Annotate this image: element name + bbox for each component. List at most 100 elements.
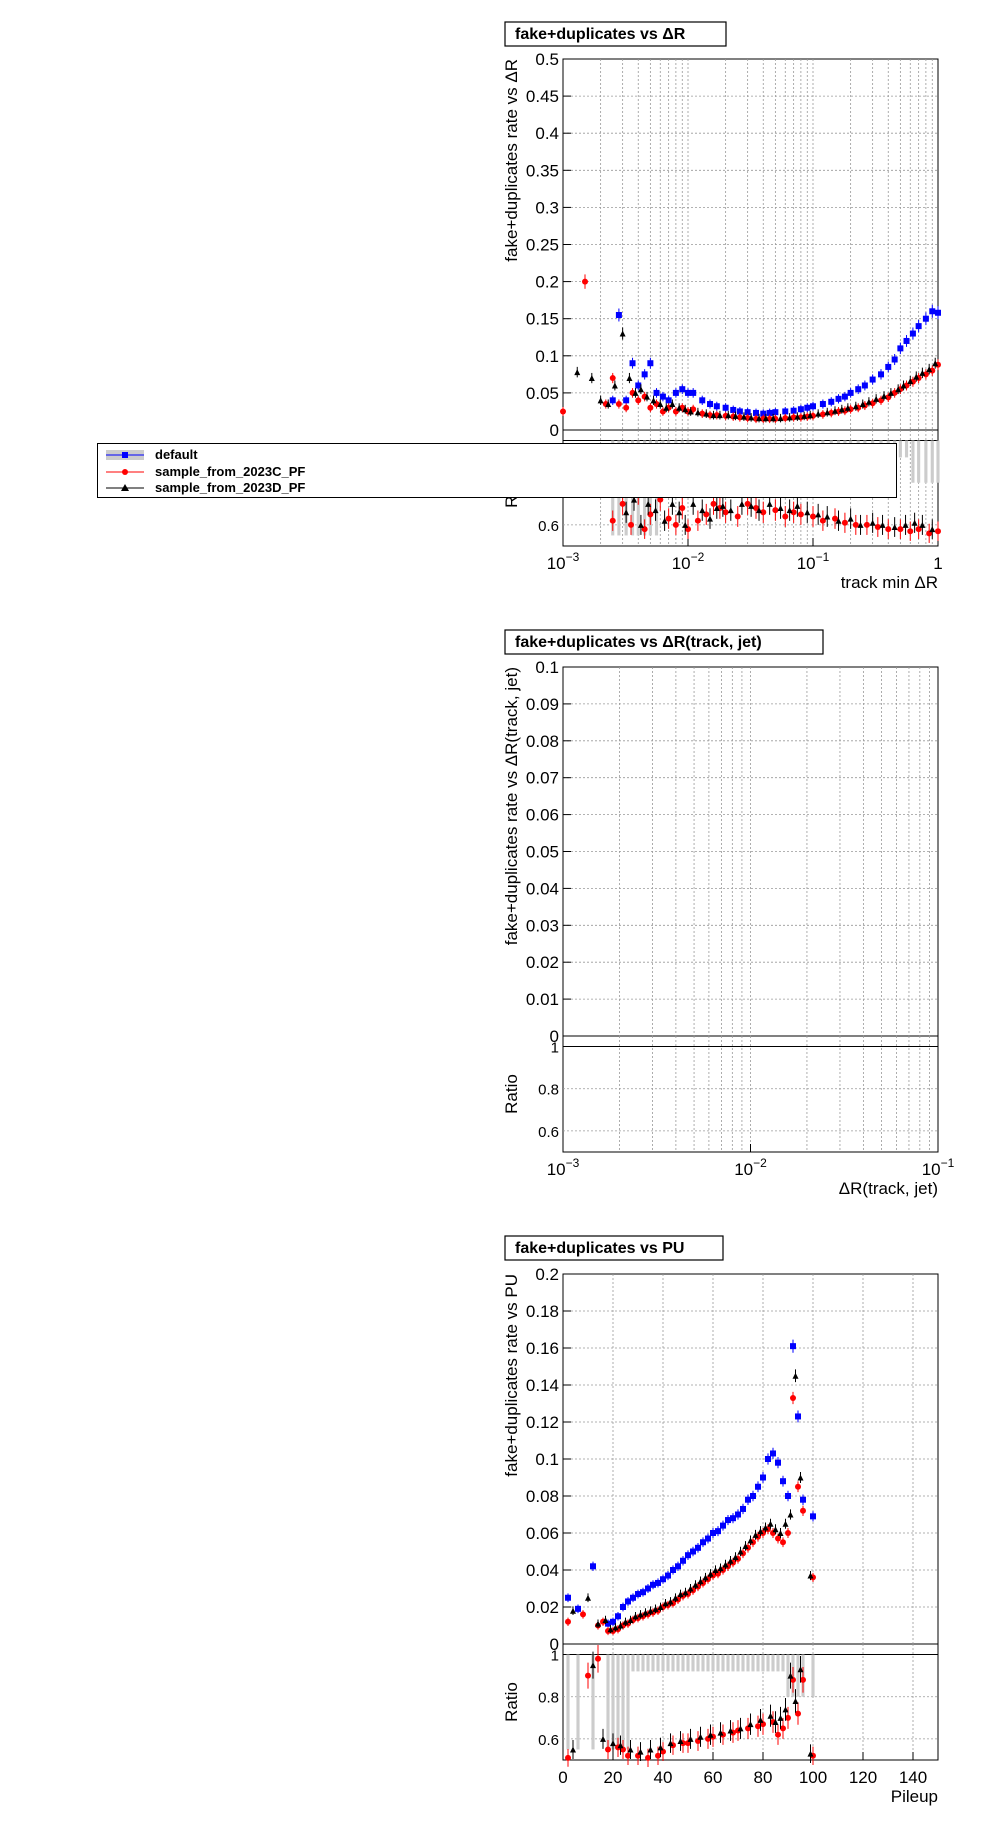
series-sample-from-2023c-pf-point (609, 375, 616, 382)
ratio-y-tick-label: 1 (551, 1040, 559, 1057)
y-tick-label: 0.05 (526, 843, 559, 862)
ratio-y-axis-label: Ratio (502, 1074, 521, 1114)
series-sample-from-2023d-pf-point (777, 415, 784, 422)
y-tick-label: 0.07 (526, 769, 559, 788)
series-default-point (705, 1535, 711, 1542)
series-sample-from-2023d-pf-point (627, 1616, 634, 1623)
y-tick-label: 0.06 (526, 1524, 559, 1543)
series-default-point (690, 389, 697, 396)
legend-entry-default: default (98, 447, 896, 463)
ratio-sample-from-2023d-pf-point (777, 1714, 784, 1721)
series-sample-from-2023d-pf-point (710, 412, 717, 419)
x-tick-label: 10−2 (734, 1156, 767, 1179)
ratio-sample-from-2023d-pf-point (756, 507, 763, 514)
ratio-sample-from-2023d-pf-point (652, 507, 659, 514)
ratio-sample-from-2023c-pf-point (772, 507, 779, 514)
ratio-sample-from-2023d-pf-point (669, 500, 676, 507)
series-sample-from-2023c-pf-point (819, 411, 826, 418)
series-default-point (685, 1552, 691, 1559)
series-sample-from-2023d-pf-point (663, 404, 670, 411)
ratio-sample-from-2023c-pf-point (679, 505, 686, 512)
series-sample-from-2023d-pf-point (873, 395, 880, 402)
series-sample-from-2023d-pf-point (782, 1520, 789, 1527)
series-sample-from-2023d-pf-point (786, 414, 793, 421)
series-sample-from-2023d-pf-point (787, 1511, 794, 1518)
series-default-point (641, 371, 648, 378)
series-sample-from-2023d-pf-point (770, 415, 777, 422)
ratio-sample-from-2023d-pf-point (719, 502, 726, 509)
ratio-band (606, 1654, 610, 1750)
ratio-sample-from-2023c-pf-point (874, 524, 881, 531)
ratio-sample-from-2023c-pf-point (655, 1752, 661, 1759)
ratio-band (771, 1654, 775, 1672)
series-default-point (828, 398, 835, 405)
series-default-point (772, 409, 779, 416)
series-default-point (745, 1496, 751, 1503)
series-default-point (610, 1618, 616, 1625)
y-tick-label: 0.2 (535, 1265, 559, 1284)
ratio-sample-from-2023c-pf-point (841, 519, 848, 526)
ratio-sample-from-2023d-pf-point (804, 509, 811, 516)
chart-title: fake+duplicates vs ΔR (515, 26, 686, 43)
series-default-point (605, 1620, 611, 1627)
ratio-sample-from-2023d-pf-point (570, 1746, 576, 1753)
series-sample-from-2023d-pf-point (597, 397, 604, 404)
series-sample-from-2023d-pf-point (727, 1557, 734, 1564)
series-sample-from-2023d-pf-point (737, 1548, 744, 1555)
series-default-point (647, 360, 654, 367)
y-tick-label: 0.01 (526, 990, 559, 1009)
series-sample-from-2023d-pf-point (644, 393, 651, 400)
ratio-band (691, 1654, 695, 1672)
series-default-point (575, 1605, 581, 1612)
y-tick-label: 0.18 (526, 1302, 559, 1321)
x-axis-label: ΔR(track, jet) (839, 1179, 938, 1198)
series-sample-from-2023c-pf-point (615, 401, 622, 408)
series-sample-from-2023d-pf-point (632, 1613, 639, 1620)
ratio-sample-from-2023d-pf-point (782, 1706, 789, 1713)
series-sample-from-2023d-pf-point (807, 1572, 814, 1579)
series-sample-from-2023d-pf-point (881, 392, 888, 399)
series-default-point (715, 1528, 721, 1535)
series-sample-from-2023d-pf-point (732, 1554, 739, 1561)
series-sample-from-2023d-pf-point (682, 1589, 689, 1596)
series-sample-from-2023d-pf-point (932, 360, 939, 367)
legend-label-default: default (155, 447, 198, 462)
series-default-point (699, 397, 706, 404)
series-sample-from-2023d-pf-point (844, 404, 851, 411)
ratio-band (656, 1654, 660, 1672)
series-default-point (770, 1450, 776, 1457)
ratio-sample-from-2023d-pf-point (857, 521, 864, 528)
series-default-point (736, 408, 743, 415)
ratio-band (898, 440, 902, 458)
ratio-sample-from-2023d-pf-point (661, 517, 668, 524)
series-sample-from-2023d-pf-point (852, 403, 859, 410)
series-default-point (700, 1539, 706, 1546)
series-default-point (653, 389, 660, 396)
y-axis-label: fake+duplicates rate vs ΔR (502, 59, 521, 262)
ratio-sample-from-2023c-pf-point (665, 515, 672, 522)
series-default-point (841, 393, 848, 400)
ratio-y-tick-label: 0.8 (538, 1082, 559, 1099)
x-tick-label: 10−1 (797, 550, 830, 573)
ratio-band (796, 1654, 800, 1697)
ratio-band (671, 1654, 675, 1672)
ratio-sample-from-2023d-pf-point (747, 1721, 754, 1728)
series-sample-from-2023d-pf-point (815, 410, 822, 417)
ratio-band (924, 440, 928, 483)
legend-entry-2023c: sample_from_2023C_PF (98, 464, 896, 480)
series-sample-from-2023d-pf-point (832, 407, 839, 414)
ratio-sample-from-2023c-pf-point (785, 1714, 791, 1721)
ratio-sample-from-2023c-pf-point (935, 528, 941, 535)
ratio-sample-from-2023d-pf-point (891, 524, 898, 531)
series-default-point (620, 1604, 626, 1610)
series-sample-from-2023d-pf-point (807, 412, 814, 419)
x-tick-label: 100 (799, 1768, 827, 1787)
chart-title-box (504, 629, 824, 655)
series-default-point (710, 1530, 716, 1536)
ratio-sample-from-2023d-pf-point (617, 1742, 624, 1749)
series-default-point (629, 360, 636, 367)
series-default-point (847, 389, 854, 396)
ratio-band (716, 1654, 720, 1672)
ratio-sample-from-2023c-pf-point (782, 513, 789, 520)
ratio-band (576, 1654, 580, 1750)
